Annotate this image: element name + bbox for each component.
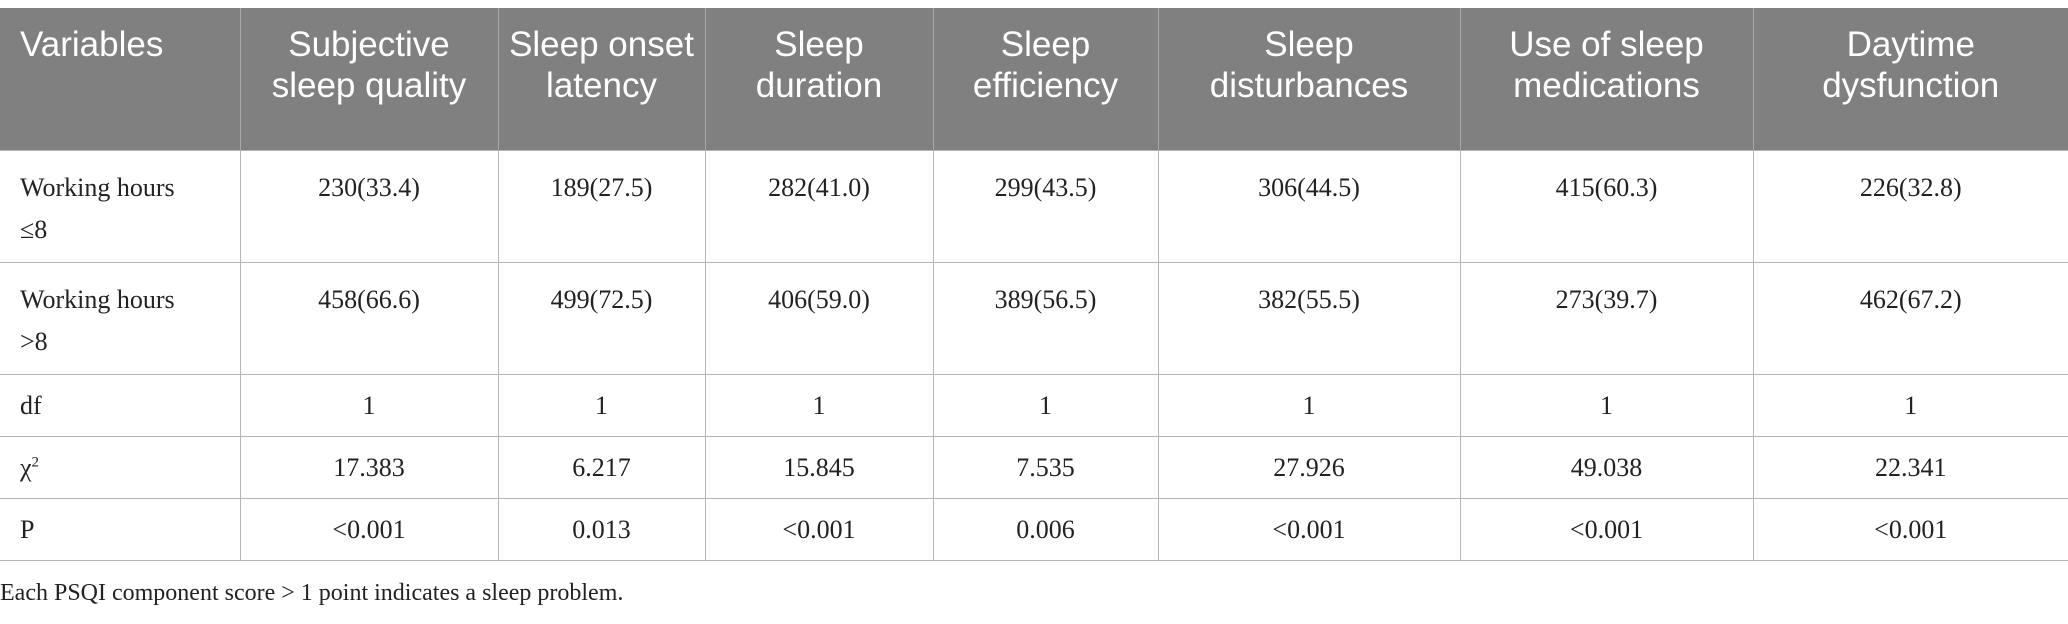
table-cell: 282(41.0) — [704, 149, 934, 263]
table-cell: 1 — [1459, 373, 1754, 437]
table-cell: 0.013 — [497, 497, 706, 561]
row-label-superscript: 2 — [31, 453, 40, 470]
row-label: χ2 — [0, 435, 241, 499]
table-container: Variables Subjective sleep quality Sleep… — [0, 8, 2068, 561]
row-label: df — [0, 373, 241, 437]
table-cell: 1 — [932, 373, 1159, 437]
header-subjective-sleep-quality: Subjective sleep quality — [239, 8, 498, 150]
table-row: χ2 17.383 6.217 15.845 7.535 27.926 49.0… — [0, 435, 2068, 499]
table-cell: 299(43.5) — [932, 149, 1159, 263]
table-cell: 6.217 — [497, 435, 706, 499]
header-row: Variables Subjective sleep quality Sleep… — [0, 8, 2068, 150]
table-row: Working hours ≤8 230(33.4) 189(27.5) 282(… — [0, 149, 2068, 263]
header-use-of-sleep-medications: Use of sleep medications — [1459, 8, 1753, 150]
table-footnote: Each PSQI component score > 1 point indi… — [0, 580, 624, 606]
table-cell: 1 — [1157, 373, 1461, 437]
table-cell: 0.006 — [932, 497, 1159, 561]
table-cell: 499(72.5) — [497, 261, 706, 375]
table-cell: <0.001 — [704, 497, 934, 561]
table-cell: 15.845 — [704, 435, 934, 499]
table-cell: 389(56.5) — [932, 261, 1159, 375]
row-label-text: χ — [20, 452, 32, 482]
table-cell: 458(66.6) — [239, 261, 499, 375]
table-cell: 230(33.4) — [239, 149, 499, 263]
table-row: P <0.001 0.013 <0.001 0.006 <0.001 <0.00… — [0, 497, 2068, 561]
header-sleep-efficiency: Sleep efficiency — [932, 8, 1158, 150]
table-cell: 1 — [1752, 373, 2068, 437]
table-cell: <0.001 — [1157, 497, 1461, 561]
table-cell: 415(60.3) — [1459, 149, 1754, 263]
table-cell: 17.383 — [239, 435, 499, 499]
table-cell: 306(44.5) — [1157, 149, 1461, 263]
table-cell: 273(39.7) — [1459, 261, 1754, 375]
row-label: P — [0, 497, 241, 561]
table-cell: 189(27.5) — [497, 149, 706, 263]
row-label-line2: >8 — [20, 326, 48, 356]
table-cell: 1 — [497, 373, 706, 437]
row-label: Working hours ≤8 — [0, 149, 241, 263]
table-row: Working hours >8 458(66.6) 499(72.5) 406(… — [0, 261, 2068, 375]
header-sleep-duration: Sleep duration — [704, 8, 933, 150]
row-label: Working hours >8 — [0, 261, 241, 375]
table-cell: 27.926 — [1157, 435, 1461, 499]
table-cell: 226(32.8) — [1752, 149, 2068, 263]
header-sleep-disturbances: Sleep disturbances — [1157, 8, 1460, 150]
table-cell: 7.535 — [932, 435, 1159, 499]
header-daytime-dysfunction: Daytime dysfunction — [1752, 8, 2068, 150]
table-cell: 1 — [239, 373, 499, 437]
row-label-line2: ≤8 — [20, 214, 48, 244]
table-row: df 1 1 1 1 1 1 1 — [0, 373, 2068, 437]
table-cell: 22.341 — [1752, 435, 2068, 499]
table-cell: 1 — [704, 373, 934, 437]
table-cell: <0.001 — [1459, 497, 1754, 561]
row-label-line1: Working hours — [20, 172, 175, 202]
table-cell: 49.038 — [1459, 435, 1754, 499]
psqi-table: Variables Subjective sleep quality Sleep… — [0, 8, 2068, 561]
table-cell: 406(59.0) — [704, 261, 934, 375]
row-label-line1: Working hours — [20, 284, 175, 314]
table-cell: <0.001 — [239, 497, 499, 561]
header-variables: Variables — [0, 8, 240, 150]
table-cell: 382(55.5) — [1157, 261, 1461, 375]
table-cell: 462(67.2) — [1752, 261, 2068, 375]
table-cell: <0.001 — [1752, 497, 2068, 561]
header-sleep-onset-latency: Sleep onset latency — [497, 8, 705, 150]
